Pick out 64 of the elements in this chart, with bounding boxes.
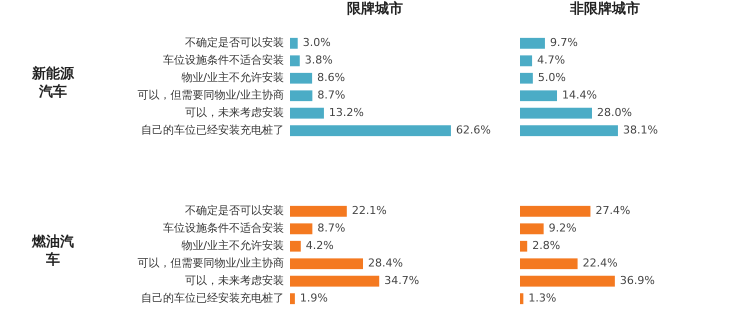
data-label: 1.9%: [300, 292, 328, 305]
y-tick-label: 自己的车位已经安装充电桩了: [141, 292, 284, 305]
data-label: 1.3%: [528, 292, 556, 305]
data-label: 38.1%: [622, 124, 658, 137]
data-label: 8.7%: [317, 88, 346, 102]
bar: [520, 38, 545, 49]
bar: [520, 55, 532, 66]
bar: [520, 206, 590, 217]
y-tick-label: 物业/业主不允许安装: [181, 71, 284, 84]
y-tick-label: 不确定是否可以安装: [185, 204, 284, 218]
data-label: 8.6%: [317, 71, 346, 84]
data-label: 14.4%: [562, 88, 597, 102]
bar: [520, 108, 592, 119]
data-label: 28.0%: [596, 106, 632, 120]
y-tick-label: 自己的车位已经安装充电桩了: [141, 124, 284, 137]
bar: [290, 223, 312, 234]
y-tick-label: 可以，但需要同物业/业主协商: [137, 88, 284, 102]
data-label: 4.7%: [537, 54, 566, 67]
y-tick-label: 可以，未来考虑安装: [185, 274, 284, 288]
data-label: 9.7%: [550, 36, 578, 50]
bar: [290, 55, 300, 66]
bar: [290, 276, 380, 287]
bar: [520, 240, 528, 252]
chart-title: 非限牌城市: [569, 0, 641, 18]
bar: [290, 293, 295, 304]
data-label: 3.8%: [304, 54, 333, 67]
y-axis-title: 燃油汽车: [30, 233, 75, 269]
data-label: 8.7%: [317, 222, 346, 235]
data-label: 22.1%: [352, 204, 387, 218]
y-tick-label: 可以，但需要同物业/业主协商: [137, 256, 284, 270]
data-label: 13.2%: [328, 106, 364, 120]
bar: [290, 108, 324, 119]
data-label: 2.8%: [532, 239, 560, 252]
bar: [290, 125, 451, 136]
data-label: 4.2%: [306, 239, 334, 252]
data-label: 28.4%: [368, 256, 403, 270]
y-tick-label: 可以，未来考虑安装: [185, 106, 284, 120]
y-axis-title: 新能源汽车: [31, 65, 76, 101]
bar: [520, 72, 533, 84]
bar: [290, 240, 301, 252]
data-label: 3.0%: [302, 36, 331, 50]
bar: [520, 223, 544, 234]
data-label: 36.9%: [620, 274, 655, 288]
data-label: 62.6%: [456, 124, 491, 137]
y-tick-label: 车位设施条件不适合安装: [163, 222, 284, 235]
data-label: 34.7%: [384, 274, 420, 288]
bar: [520, 258, 578, 270]
data-label: 9.2%: [548, 222, 577, 235]
data-label: 27.4%: [595, 204, 630, 218]
bar: [520, 293, 524, 304]
y-tick-label: 车位设施条件不适合安装: [163, 54, 284, 67]
bar: [520, 90, 558, 102]
bar: [290, 206, 347, 217]
bar: [520, 125, 618, 136]
bar: [290, 72, 312, 84]
bar: [290, 90, 312, 102]
y-tick-label: 不确定是否可以安装: [185, 36, 284, 50]
data-label: 22.4%: [582, 256, 618, 270]
bar: [290, 38, 298, 49]
data-label: 5.0%: [538, 71, 566, 84]
y-tick-label: 物业/业主不允许安装: [181, 239, 284, 252]
bar: [290, 258, 364, 270]
bar: [520, 276, 615, 287]
chart-title: 限牌城市: [346, 0, 404, 18]
